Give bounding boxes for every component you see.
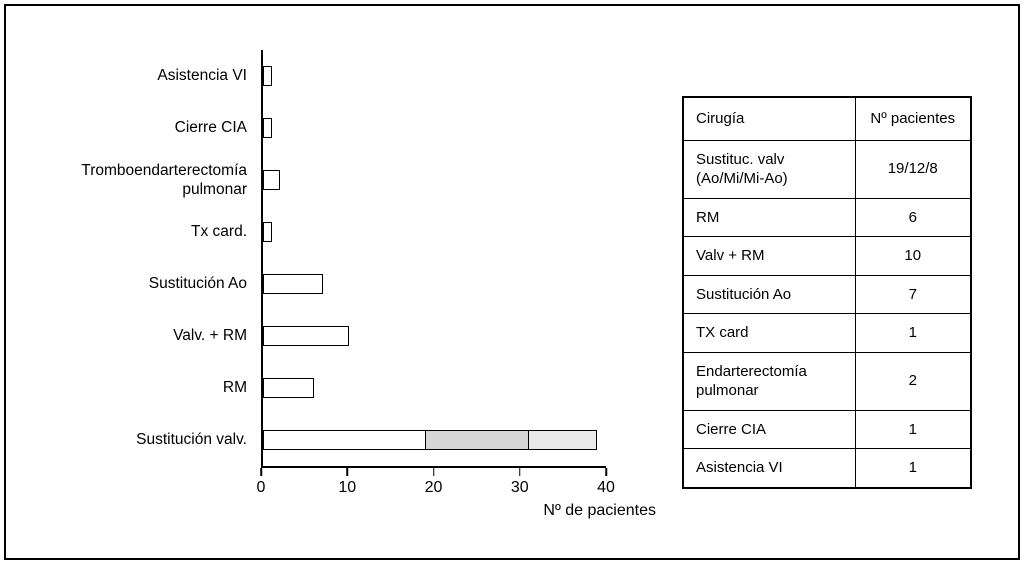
bar [263, 170, 281, 190]
bar-label: RM [222, 379, 247, 397]
summary-table-head: Cirugía Nº pacientes [682, 96, 972, 141]
bar-segment [264, 67, 271, 85]
x-axis-label: Nº de pacientes [543, 502, 656, 519]
table-cell-cirugia: Asistencia VI [682, 448, 856, 488]
bar-segment [264, 171, 280, 189]
bar [263, 378, 315, 398]
table-row: Valv + RM 10 [682, 236, 972, 276]
bar [263, 118, 272, 138]
bar-row [263, 310, 606, 362]
chart-plot-area: Asistencia VI Cierre CIA Tromboendarterect… [34, 50, 606, 468]
bar-row [263, 102, 606, 154]
bar-segment [264, 327, 348, 345]
table-cell-pacientes: 1 [854, 448, 972, 488]
bar-segment [264, 275, 323, 293]
table-cell-cirugia: Sustituc. valv (Ao/Mi/Mi-Ao) [682, 139, 856, 199]
plot-box [261, 50, 606, 468]
bar-label: Tx card. [191, 223, 247, 241]
table-cell-cirugia: Cierre CIA [682, 409, 856, 449]
x-tick-label: 20 [424, 479, 443, 496]
bar-row [263, 206, 606, 258]
table-cell-pacientes: 7 [854, 274, 972, 314]
table-cell-pacientes: 2 [854, 351, 972, 411]
bar-label: Sustitución Ao [148, 275, 247, 293]
table-row: RM 6 [682, 197, 972, 237]
table-row: Asistencia VI 1 [682, 448, 972, 488]
table-cell-pacientes: 1 [854, 313, 972, 353]
table-header-row: Cirugía Nº pacientes [682, 96, 972, 141]
x-tick [605, 468, 607, 476]
bar-chart: Asistencia VI Cierre CIA Tromboendarterect… [34, 50, 656, 522]
figure-frame: Asistencia VI Cierre CIA Tromboendarterect… [4, 4, 1020, 560]
table-row: Sustituc. valv (Ao/Mi/Mi-Ao) 19/12/8 [682, 139, 972, 199]
x-tick [519, 468, 521, 476]
table-header-pacientes: Nº pacientes [854, 96, 972, 141]
table-cell-cirugia: Valv + RM [682, 236, 856, 276]
x-axis-ticks: 0 10 20 30 40 [257, 468, 615, 504]
bar-row [263, 414, 606, 466]
bar-row [263, 362, 606, 414]
x-tick-label: 10 [338, 479, 357, 496]
table-row: TX card 1 [682, 313, 972, 353]
summary-table-body: Sustituc. valv (Ao/Mi/Mi-Ao) 19/12/8 RM 6 Va… [682, 139, 972, 488]
bar-label: Cierre CIA [174, 119, 247, 137]
x-tick-label: 0 [256, 479, 266, 496]
bar-label: Sustitución valv. [136, 431, 247, 449]
table-cell-cirugia: Sustitución Ao [682, 274, 856, 314]
table-cell-pacientes: 10 [854, 236, 972, 276]
bar-segment [264, 431, 425, 449]
table-row: Endarterectomía pulmonar 2 [682, 351, 972, 411]
bar-label: Tromboendarterectomía pulmonar [81, 161, 247, 198]
table-cell-cirugia: Endarterectomía pulmonar [682, 351, 856, 411]
x-tick-label: 30 [510, 479, 529, 496]
bar-segment [527, 431, 597, 449]
bar [263, 274, 324, 294]
bar-row [263, 258, 606, 310]
bar-label: Valv. + RM [173, 327, 247, 345]
bar-segment [424, 431, 528, 449]
bar-segment [264, 379, 314, 397]
x-tick [260, 468, 262, 476]
x-tick [432, 468, 435, 476]
bar-segment [264, 223, 271, 241]
bar-row [263, 50, 606, 102]
bar [263, 222, 272, 242]
x-tick-label: 40 [597, 479, 615, 496]
bar [263, 430, 598, 450]
table-cell-pacientes: 1 [854, 409, 972, 449]
bar [263, 66, 272, 86]
table-cell-pacientes: 19/12/8 [854, 139, 972, 199]
summary-table: Cirugía Nº pacientes Sustituc. valv (Ao/M… [682, 96, 972, 489]
bar-row [263, 154, 606, 206]
x-tick [346, 468, 348, 476]
bar-label: Asistencia VI [157, 67, 247, 85]
table-row: Cierre CIA 1 [682, 409, 972, 449]
table-cell-cirugia: TX card [682, 313, 856, 353]
table-cell-cirugia: RM [682, 197, 856, 237]
y-axis-labels: Asistencia VI Cierre CIA Tromboendarterect… [34, 50, 261, 468]
bar [263, 326, 349, 346]
table-row: Sustitución Ao 7 [682, 274, 972, 314]
bar-segment [264, 119, 271, 137]
table-header-cirugia: Cirugía [682, 96, 856, 141]
table-cell-pacientes: 6 [854, 197, 972, 237]
